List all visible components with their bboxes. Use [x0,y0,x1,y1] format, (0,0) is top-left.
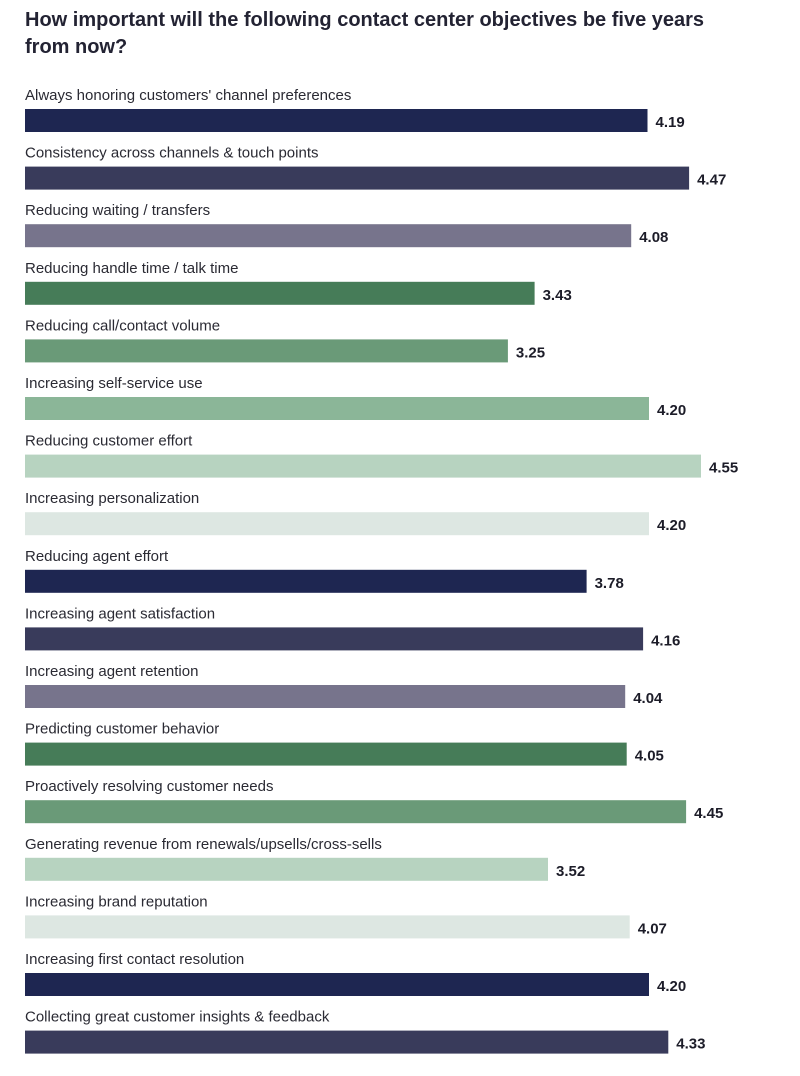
category-label: Increasing personalization [25,490,199,507]
category-label: Proactively resolving customer needs [25,778,273,795]
category-label: Increasing brand reputation [25,893,208,910]
bar [25,973,649,996]
value-label: 4.20 [657,402,686,419]
bar [25,915,630,939]
value-label: 3.43 [543,287,572,304]
bar [25,627,644,651]
category-label: Predicting customer behavior [25,721,219,738]
bar [25,109,648,132]
value-label: 4.05 [635,748,664,765]
value-label: 4.08 [639,229,668,246]
bar [25,454,701,478]
value-label: 4.45 [694,805,723,822]
bar [25,1030,669,1054]
bar [25,742,627,766]
category-label: Consistency across channels & touch poin… [25,145,319,162]
bar [25,224,632,248]
value-label: 4.07 [638,920,667,937]
bar [25,857,548,881]
category-label: Generating revenue from renewals/upsells… [25,836,382,853]
category-label: Reducing handle time / talk time [25,260,238,277]
value-label: 4.16 [651,632,680,649]
category-label: Increasing agent retention [25,663,198,680]
category-label: Always honoring customers' channel prefe… [25,87,351,104]
value-label: 4.04 [633,690,663,707]
value-label: 4.19 [656,114,685,131]
category-label: Reducing agent effort [25,548,169,565]
category-label: Reducing call/contact volume [25,317,220,334]
category-label: Increasing first contact resolution [25,951,244,968]
bar [25,397,649,420]
bar [25,166,690,190]
value-label: 4.33 [676,1036,705,1053]
value-label: 4.47 [697,172,726,189]
bar [25,685,626,708]
category-label: Increasing agent satisfaction [25,605,215,622]
category-label: Increasing self-service use [25,375,203,392]
value-label: 4.55 [709,460,738,477]
value-label: 4.20 [657,978,686,995]
bar [25,339,508,363]
chart-title: How important will the following contact… [25,9,705,58]
value-label: 4.20 [657,517,686,534]
value-label: 3.78 [595,575,624,592]
bar [25,512,649,536]
bar [25,281,535,305]
category-label: Collecting great customer insights & fee… [25,1009,330,1026]
category-label: Reducing customer effort [25,433,193,450]
value-label: 3.52 [556,863,585,880]
bar [25,800,687,824]
category-label: Reducing waiting / transfers [25,202,210,219]
value-label: 3.25 [516,344,545,361]
bar [25,569,587,593]
